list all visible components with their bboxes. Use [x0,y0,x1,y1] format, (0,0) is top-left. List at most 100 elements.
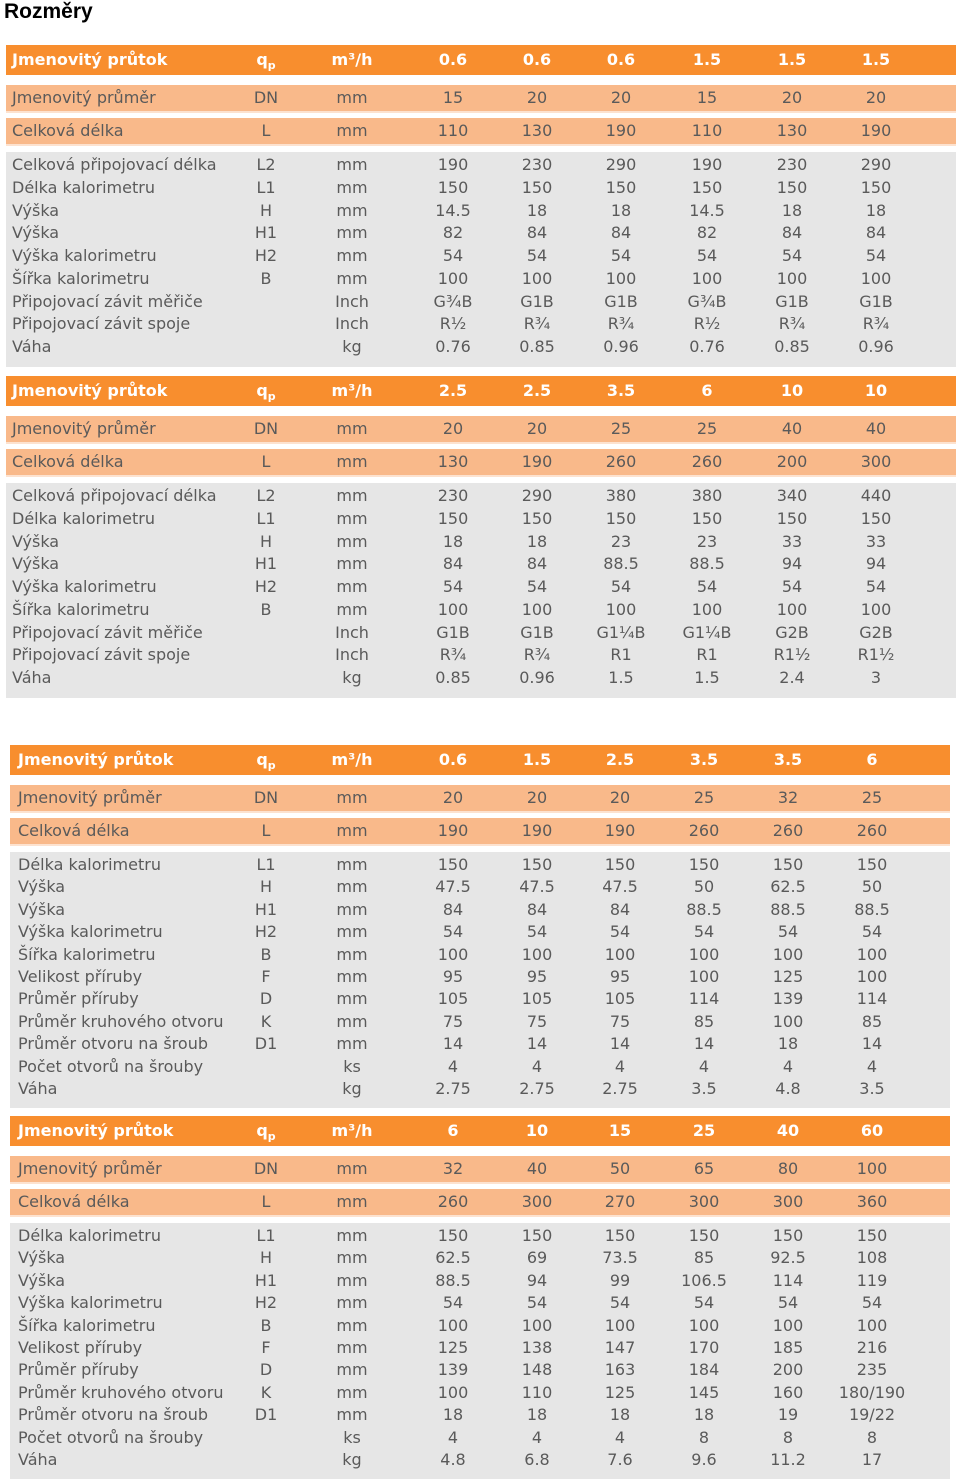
row-symbol: H [259,531,273,551]
row-unit: ks [343,1427,361,1447]
row-value: 69 [526,1248,548,1268]
table-row: Váha kg 0.85 0.96 1.5 1.5 2.4 3 [6,669,956,692]
row-value: 20 [609,788,631,807]
row-value: 110 [437,121,469,140]
header-value: 2.5 [522,381,552,400]
row-value: G1B [520,291,554,311]
row-value: 20 [610,88,632,107]
row-value: 85 [693,1011,715,1031]
row-value: 100 [437,599,469,619]
header-value: 6 [866,750,878,769]
row-value: 114 [856,989,888,1009]
row-unit: Inch [335,622,369,642]
row-value: 270 [604,1192,636,1211]
row-value: 184 [688,1360,720,1380]
row-value: 150 [776,508,808,528]
row-value: 200 [772,1360,804,1380]
row-unit: mm [336,200,368,220]
row-value: 105 [604,989,636,1009]
row-value: 260 [605,452,637,471]
row-symbol: H2 [254,246,278,265]
row-value: 54 [693,1293,715,1313]
row-value: 130 [776,121,808,140]
row-unit: mm [336,944,368,964]
row-value: 95 [526,967,548,986]
row-value: R¾ [607,314,635,334]
header-symbol-q: q [256,750,268,769]
table-row: Výška H1 mm 88.5 94 99 106.5 114 119 [10,1270,950,1294]
row-value: 4 [614,1056,626,1076]
row-value: R¾ [862,314,890,334]
header-label: Jmenovitý průtok [12,50,168,69]
row-symbol: L [261,452,271,471]
row-value: G¾B [687,291,727,311]
row-value: 25 [693,788,715,807]
row-value: 290 [860,155,892,174]
header-value: 1.5 [692,50,722,69]
row-label: Jmenovitý průměr [12,419,156,438]
row-value: 88.5 [435,1270,471,1290]
row-value: 18 [781,200,803,220]
row-unit: kg [342,668,362,687]
row-symbol: B [260,599,272,619]
row-value: 33 [781,531,803,551]
row-value: 300 [688,1192,720,1211]
row-value: 150 [691,177,723,197]
row-value: 4 [614,1427,626,1447]
row-value: 230 [521,155,553,174]
row-value: 88.5 [854,899,890,919]
row-symbol: DN [253,1159,279,1178]
row-value: 54 [865,246,887,265]
header-value: 1.5 [777,50,807,69]
row-value: 260 [437,1192,469,1211]
row-unit: mm [336,531,368,551]
row-unit: mm [336,788,368,807]
row-value: 54 [442,922,464,942]
row-unit: kg [342,337,362,356]
row-value: 1.5 [694,668,720,687]
row-value: 0.96 [603,337,639,356]
row-value: 84 [442,899,464,919]
row-value: G1B [775,291,809,311]
row-value: G1B [436,622,470,642]
row-value: 54 [861,922,883,942]
row-unit: mm [336,989,368,1009]
row-value: 54 [609,922,631,942]
row-label: Připojovací závit měřiče [12,291,203,311]
row-value: 100 [437,1315,469,1335]
row-value: 150 [521,1226,553,1245]
row-value: 150 [521,508,553,528]
row-unit: Inch [335,645,369,665]
table-row: Průměr otvoru na šroub D1 mm 18 18 18 18 19 19/2… [10,1406,950,1428]
row-symbol: K [260,1382,272,1402]
row-value: G1B [859,291,893,311]
row-value: 20 [526,788,548,807]
row-symbol: H [259,877,273,897]
row-unit: mm [336,223,368,243]
row-value: 0.85 [519,337,555,356]
row-unit: mm [336,1360,368,1380]
row-symbol: F [261,1338,271,1357]
row-value: 100 [772,944,804,964]
header-value: 0.6 [438,750,468,769]
row-value: 33 [865,531,887,551]
header-value: 10 [525,1121,549,1140]
row-value: 230 [776,155,808,174]
row-value: 150 [772,1226,804,1245]
row-value: 4 [447,1427,459,1447]
row-value: 4 [531,1056,543,1076]
table-header-row: Jmenovitý průtok qp m³/h 2.5 2.5 3.5 6 10 10 [6,376,956,406]
row-value: G¾B [433,291,473,311]
row-value: 150 [691,508,723,528]
row-value: 190 [605,121,637,140]
header-symbol-q: q [256,381,268,400]
row-value: 54 [781,577,803,596]
row-value: 18 [865,200,887,220]
row-value: 105 [437,989,469,1009]
header-value: 0.6 [438,50,468,69]
row-value: 54 [442,577,464,596]
row-label: Počet otvorů na šrouby [18,1056,204,1076]
row-symbol: H1 [254,1270,278,1290]
